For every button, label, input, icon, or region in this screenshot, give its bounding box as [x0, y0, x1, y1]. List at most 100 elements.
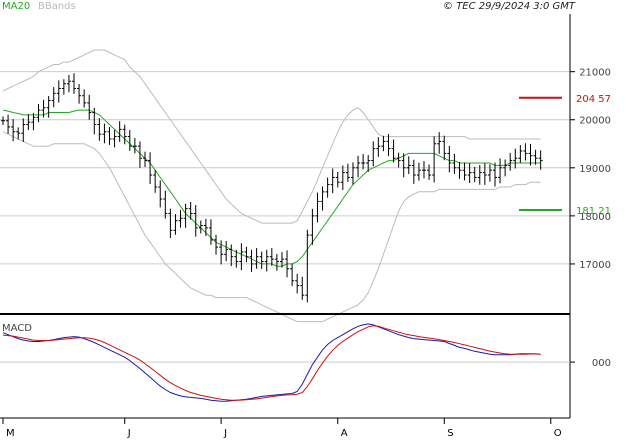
ohlc-bar [492, 162, 497, 187]
ohlc-bar [198, 220, 203, 234]
ohlc-bar [26, 114, 31, 131]
ohlc-bar [386, 134, 391, 157]
copyright-label: © TEC 29/9/2024 3:0 GMT [443, 1, 576, 12]
price-axis-labels: 17000 18000 19000 20000 21000 [579, 68, 611, 271]
ohlc-bar [498, 158, 503, 184]
ohlc-bar [528, 143, 533, 166]
ohlc-bar [214, 234, 219, 255]
ohlc-bars [1, 73, 543, 303]
macd-axis-labels: 000 [592, 358, 611, 369]
bollinger-bands [2, 49, 541, 323]
ohlc-bar [87, 94, 92, 120]
ohlc-bar [290, 263, 295, 287]
ohlc-bar [285, 250, 290, 278]
ohlc-bar [452, 153, 457, 174]
ohlc-bar [36, 103, 41, 123]
ohlc-bar [462, 162, 467, 181]
x-tick-label: S [447, 428, 453, 439]
price-levels: 204 57 181 21 [519, 94, 611, 217]
ohlc-bar [432, 136, 437, 183]
ohlc-bar [254, 248, 259, 269]
ohlc-bar [264, 249, 269, 272]
legend-bbands: BBands [38, 1, 76, 12]
support-level-label: 181 21 [576, 206, 611, 217]
ohlc-bar [310, 208, 315, 245]
ohlc-bar [137, 141, 142, 168]
ohlc-bar [153, 170, 158, 193]
ohlc-bar [401, 153, 406, 178]
ohlc-bar [416, 162, 421, 181]
ohlc-bar [117, 121, 122, 142]
ohlc-bar [482, 163, 487, 185]
ohlc-bar [396, 152, 401, 168]
price-grid [0, 71, 575, 265]
ohlc-bar [148, 152, 153, 185]
bb-lower-line [2, 131, 541, 323]
ohlc-bar [279, 252, 284, 268]
ohlc-bar [239, 243, 244, 271]
ohlc-bar [437, 132, 442, 154]
ohlc-bar [356, 155, 361, 178]
ohlc-bar [350, 162, 355, 185]
ohlc-bar [249, 249, 254, 272]
ohlc-bar [102, 123, 107, 144]
x-tick-label: O [554, 428, 562, 439]
ohlc-bar [97, 118, 102, 141]
resistance-level-label: 204 57 [576, 94, 611, 105]
ohlc-bar [421, 161, 426, 179]
x-tick-label: J [127, 428, 131, 439]
ohlc-bar [143, 151, 148, 168]
bb-upper-line [2, 49, 541, 224]
ohlc-bar [457, 162, 462, 179]
price-tick-label-19000: 19000 [579, 164, 611, 175]
ohlc-bar [295, 273, 300, 294]
ohlc-bar [427, 164, 432, 180]
ohlc-bar [112, 130, 117, 148]
ohlc-bar [269, 248, 274, 266]
ohlc-bar [219, 240, 224, 265]
ohlc-bar [467, 163, 472, 183]
ohlc-bar [518, 145, 523, 163]
ohlc-bar [406, 156, 411, 175]
ohlc-bar [538, 150, 543, 170]
macd-tick-label: 000 [592, 358, 611, 369]
x-tick-label: J [223, 428, 227, 439]
ohlc-bar [72, 73, 77, 94]
ohlc-bar [21, 118, 26, 142]
ohlc-bar [513, 148, 518, 169]
macd-label: MACD [2, 323, 32, 334]
ohlc-bar [82, 89, 87, 108]
ohlc-bar [163, 190, 168, 219]
ohlc-bar [66, 74, 71, 93]
ohlc-bar [442, 135, 447, 161]
ohlc-bar [158, 180, 163, 208]
ohlc-bar [533, 149, 538, 165]
ohlc-bar [203, 218, 208, 237]
ohlc-bar [178, 209, 183, 228]
ohlc-bar [173, 214, 178, 235]
price-tick-label-21000: 21000 [579, 68, 611, 79]
price-tick-label-18000: 18000 [579, 212, 611, 223]
ohlc-bar [523, 143, 528, 161]
ohlc-bar [391, 139, 396, 163]
ohlc-bar [77, 83, 82, 104]
ohlc-bar [244, 246, 249, 263]
ohlc-bar [92, 107, 97, 135]
ohlc-bar [183, 203, 188, 228]
macd-line [2, 323, 541, 402]
ohlc-bar [335, 172, 340, 188]
price-tick-label-17000: 17000 [579, 260, 611, 271]
ohlc-bar [188, 201, 193, 220]
ohlc-bar [11, 119, 16, 142]
ohlc-bar [132, 137, 137, 154]
ohlc-bar [447, 145, 452, 173]
ohlc-bar [472, 166, 477, 183]
ohlc-bar [274, 253, 279, 271]
ohlc-bar [315, 192, 320, 223]
ohlc-bar [41, 99, 46, 118]
ohlc-bar [361, 154, 366, 170]
ohlc-bar [305, 229, 310, 303]
